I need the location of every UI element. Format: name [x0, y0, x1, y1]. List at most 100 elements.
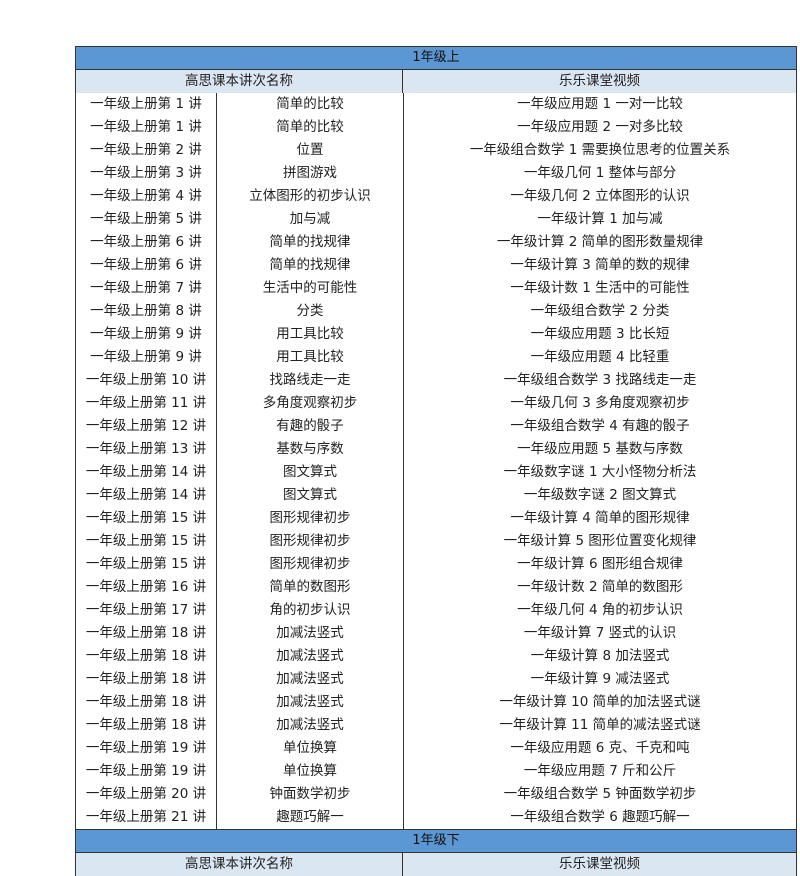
column-header: 乐乐课堂视频 [559, 73, 640, 89]
lesson-name: 位置 [217, 139, 404, 162]
video-title: 一年级数字谜 2 图文算式 [523, 487, 677, 503]
column-header-row: 高思课本讲次名称 乐乐课堂视频 [76, 70, 796, 93]
lesson-number: 一年级上册第 21 讲 [76, 806, 217, 829]
video-title: 一年级计算 8 加法竖式 [530, 648, 670, 664]
table-row: 一年级上册第 5 讲加与减 一年级计算 1 加与减 [76, 208, 796, 231]
video-title: 一年级计算 10 简单的加法竖式谜 [499, 694, 701, 710]
table-row: 一年级上册第 6 讲简单的找规律 一年级计算 2 简单的图形数量规律 [76, 231, 796, 254]
lesson-number: 一年级上册第 7 讲 [76, 277, 217, 300]
curriculum-table: 1年级上 高思课本讲次名称 乐乐课堂视频 一年级上册第 1 讲简单的比较 一年级应用题 … [75, 46, 797, 876]
table-row: 一年级上册第 15 讲图形规律初步 一年级计算 6 图形组合规律 [76, 553, 796, 576]
column-header: 乐乐课堂视频 [559, 856, 640, 872]
lesson-name: 加减法竖式 [217, 714, 404, 737]
lesson-number: 一年级上册第 5 讲 [76, 208, 217, 231]
lesson-name: 有趣的骰子 [217, 415, 404, 438]
lesson-name: 简单的找规律 [217, 254, 404, 277]
lesson-number: 一年级上册第 11 讲 [76, 392, 217, 415]
table-row: 一年级上册第 9 讲用工具比较 一年级应用题 3 比长短 [76, 323, 796, 346]
lesson-number: 一年级上册第 18 讲 [76, 668, 217, 691]
table-row: 一年级上册第 1 讲简单的比较 一年级应用题 1 一对一比较 [76, 93, 796, 116]
table-row: 一年级上册第 7 讲生活中的可能性 一年级计数 1 生活中的可能性 [76, 277, 796, 300]
lesson-number: 一年级上册第 18 讲 [76, 645, 217, 668]
video-title: 一年级计数 1 生活中的可能性 [510, 280, 690, 296]
lesson-name: 简单的比较 [217, 116, 404, 139]
table-row: 一年级上册第 19 讲单位换算 一年级应用题 7 斤和公斤 [76, 760, 796, 783]
table-row: 一年级上册第 15 讲图形规律初步 一年级计算 4 简单的图形规律 [76, 507, 796, 530]
lesson-number: 一年级上册第 6 讲 [76, 231, 217, 254]
table-row: 一年级上册第 16 讲简单的数图形 一年级计数 2 简单的数图形 [76, 576, 796, 599]
table-row: 一年级上册第 14 讲图文算式 一年级数字谜 1 大小怪物分析法 [76, 461, 796, 484]
lesson-name: 单位换算 [217, 760, 404, 783]
lesson-number: 一年级上册第 14 讲 [76, 484, 217, 507]
table-row: 一年级上册第 4 讲立体图形的初步认识 一年级几何 2 立体图形的认识 [76, 185, 796, 208]
lesson-number: 一年级上册第 18 讲 [76, 691, 217, 714]
video-title: 一年级应用题 4 比轻重 [530, 349, 670, 365]
video-title: 一年级组合数学 4 有趣的骰子 [510, 418, 690, 434]
video-title: 一年级几何 2 立体图形的认识 [510, 188, 690, 204]
lesson-name: 单位换算 [217, 737, 404, 760]
lesson-number: 一年级上册第 15 讲 [76, 530, 217, 553]
video-title: 一年级应用题 6 克、千克和吨 [510, 740, 690, 756]
video-title: 一年级应用题 3 比长短 [530, 326, 670, 342]
column-header: 高思课本讲次名称 [76, 853, 403, 876]
lesson-name: 加减法竖式 [217, 668, 404, 691]
lesson-name: 找路线走一走 [217, 369, 404, 392]
video-title: 一年级组合数学 5 钟面数学初步 [503, 786, 697, 802]
lesson-name: 立体图形的初步认识 [217, 185, 404, 208]
lesson-name: 图形规律初步 [217, 530, 404, 553]
table-row: 一年级上册第 18 讲加减法竖式 一年级计算 10 简单的加法竖式谜 [76, 691, 796, 714]
lesson-number: 一年级上册第 19 讲 [76, 737, 217, 760]
video-title: 一年级应用题 2 一对多比较 [517, 119, 683, 135]
lesson-number: 一年级上册第 6 讲 [76, 254, 217, 277]
video-title: 一年级计算 3 简单的数的规律 [510, 257, 690, 273]
lesson-number: 一年级上册第 3 讲 [76, 162, 217, 185]
lesson-number: 一年级上册第 14 讲 [76, 461, 217, 484]
table-row: 一年级上册第 11 讲多角度观察初步 一年级几何 3 多角度观察初步 [76, 392, 796, 415]
lesson-name: 加与减 [217, 208, 404, 231]
lesson-name: 基数与序数 [217, 438, 404, 461]
lesson-number: 一年级上册第 19 讲 [76, 760, 217, 783]
lesson-name: 加减法竖式 [217, 622, 404, 645]
lesson-name: 拼图游戏 [217, 162, 404, 185]
lesson-number: 一年级上册第 2 讲 [76, 139, 217, 162]
lesson-number: 一年级上册第 18 讲 [76, 622, 217, 645]
table-row: 一年级上册第 15 讲图形规律初步 一年级计算 5 图形位置变化规律 [76, 530, 796, 553]
lesson-name: 加减法竖式 [217, 691, 404, 714]
lesson-number: 一年级上册第 18 讲 [76, 714, 217, 737]
video-title: 一年级计算 11 简单的减法竖式谜 [499, 717, 701, 733]
table-row: 一年级上册第 18 讲加减法竖式 一年级计算 7 竖式的认识 [76, 622, 796, 645]
lesson-name: 简单的找规律 [217, 231, 404, 254]
lesson-number: 一年级上册第 8 讲 [76, 300, 217, 323]
video-title: 一年级应用题 1 一对一比较 [517, 96, 683, 112]
video-title: 一年级组合数学 6 趣题巧解一 [510, 809, 690, 825]
lesson-name: 简单的比较 [217, 93, 404, 116]
table-row: 一年级上册第 18 讲加减法竖式 一年级计算 9 减法竖式 [76, 668, 796, 691]
lesson-name: 图文算式 [217, 461, 404, 484]
table-row: 一年级上册第 14 讲图文算式 一年级数字谜 2 图文算式 [76, 484, 796, 507]
lesson-number: 一年级上册第 15 讲 [76, 507, 217, 530]
lesson-name: 用工具比较 [217, 346, 404, 369]
column-header: 高思课本讲次名称 [76, 70, 403, 93]
table-row: 一年级上册第 18 讲加减法竖式 一年级计算 8 加法竖式 [76, 645, 796, 668]
lesson-name: 图形规律初步 [217, 507, 404, 530]
lesson-number: 一年级上册第 12 讲 [76, 415, 217, 438]
table-row: 一年级上册第 17 讲角的初步认识 一年级几何 4 角的初步认识 [76, 599, 796, 622]
lesson-name: 钟面数学初步 [217, 783, 404, 806]
grade-section-title: 1年级下 [76, 829, 796, 853]
lesson-number: 一年级上册第 10 讲 [76, 369, 217, 392]
column-header-row: 高思课本讲次名称 乐乐课堂视频 [76, 853, 796, 876]
table-row: 一年级上册第 12 讲有趣的骰子 一年级组合数学 4 有趣的骰子 [76, 415, 796, 438]
lesson-number: 一年级上册第 20 讲 [76, 783, 217, 806]
video-title: 一年级应用题 5 基数与序数 [517, 441, 683, 457]
lesson-number: 一年级上册第 13 讲 [76, 438, 217, 461]
lesson-number: 一年级上册第 9 讲 [76, 346, 217, 369]
lesson-name: 用工具比较 [217, 323, 404, 346]
video-title: 一年级几何 1 整体与部分 [523, 165, 677, 181]
lesson-name: 分类 [217, 300, 404, 323]
lesson-number: 一年级上册第 16 讲 [76, 576, 217, 599]
lesson-name: 角的初步认识 [217, 599, 404, 622]
video-title: 一年级组合数学 1 需要换位思考的位置关系 [469, 142, 731, 158]
table-row: 一年级上册第 10 讲找路线走一走 一年级组合数学 3 找路线走一走 [76, 369, 796, 392]
lesson-number: 一年级上册第 1 讲 [76, 93, 217, 116]
video-title: 一年级计算 2 简单的图形数量规律 [496, 234, 704, 250]
